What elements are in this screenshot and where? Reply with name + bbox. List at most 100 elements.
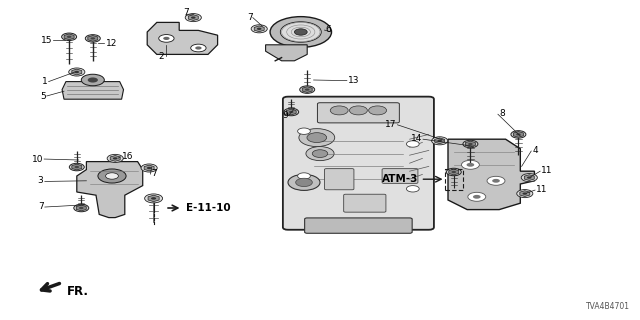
Circle shape	[289, 111, 294, 113]
Circle shape	[294, 29, 307, 35]
FancyBboxPatch shape	[382, 169, 418, 183]
Polygon shape	[148, 195, 159, 202]
Circle shape	[85, 35, 100, 42]
Circle shape	[300, 86, 315, 93]
Circle shape	[145, 194, 163, 203]
Circle shape	[88, 77, 98, 83]
FancyBboxPatch shape	[317, 103, 399, 123]
Circle shape	[451, 171, 456, 173]
Circle shape	[185, 13, 202, 22]
Circle shape	[468, 143, 473, 145]
Text: ATM-3: ATM-3	[381, 174, 418, 184]
Circle shape	[74, 71, 79, 73]
Text: 12: 12	[106, 39, 117, 48]
Text: 7: 7	[183, 8, 188, 17]
Circle shape	[159, 35, 174, 42]
Circle shape	[516, 189, 533, 198]
Circle shape	[461, 160, 479, 169]
Circle shape	[191, 44, 206, 52]
Circle shape	[74, 166, 79, 168]
Polygon shape	[62, 82, 124, 99]
Circle shape	[516, 133, 521, 136]
Polygon shape	[465, 141, 476, 147]
Circle shape	[298, 173, 310, 179]
Circle shape	[98, 169, 126, 183]
Circle shape	[521, 173, 538, 182]
Circle shape	[107, 154, 124, 163]
Circle shape	[113, 157, 118, 160]
Circle shape	[467, 163, 474, 167]
Circle shape	[79, 207, 84, 209]
Circle shape	[312, 150, 328, 157]
Circle shape	[288, 174, 320, 190]
Circle shape	[61, 33, 77, 41]
Text: 10: 10	[32, 155, 44, 164]
Text: 15: 15	[41, 36, 52, 44]
Polygon shape	[448, 139, 534, 210]
Polygon shape	[147, 22, 218, 54]
Circle shape	[151, 197, 156, 200]
Polygon shape	[449, 169, 459, 175]
Circle shape	[298, 128, 310, 134]
Polygon shape	[110, 156, 120, 161]
Circle shape	[369, 106, 387, 115]
Circle shape	[349, 106, 367, 115]
Circle shape	[69, 163, 84, 171]
Text: 5: 5	[40, 92, 46, 100]
FancyBboxPatch shape	[324, 169, 354, 190]
Circle shape	[191, 16, 196, 19]
Polygon shape	[524, 175, 534, 180]
Polygon shape	[72, 164, 82, 170]
Polygon shape	[76, 205, 86, 211]
Circle shape	[280, 22, 321, 42]
Text: E-11-10: E-11-10	[186, 203, 230, 213]
Circle shape	[251, 25, 268, 33]
FancyBboxPatch shape	[305, 218, 412, 233]
Polygon shape	[520, 191, 530, 196]
Circle shape	[299, 129, 335, 147]
Text: 7: 7	[152, 169, 157, 178]
Circle shape	[106, 173, 118, 179]
Text: 11: 11	[541, 166, 552, 175]
Polygon shape	[266, 45, 307, 61]
Text: 4: 4	[532, 146, 538, 155]
Circle shape	[437, 140, 442, 142]
Polygon shape	[77, 162, 143, 218]
Polygon shape	[302, 87, 312, 92]
Text: 16: 16	[122, 152, 133, 161]
Text: 7: 7	[38, 202, 44, 211]
Polygon shape	[188, 15, 198, 20]
Text: 17: 17	[385, 120, 397, 129]
Circle shape	[270, 17, 332, 47]
Text: FR.: FR.	[67, 285, 89, 298]
Polygon shape	[286, 109, 296, 115]
Circle shape	[284, 108, 299, 116]
FancyBboxPatch shape	[344, 194, 386, 212]
Circle shape	[257, 28, 262, 30]
Circle shape	[522, 192, 527, 195]
Circle shape	[307, 133, 326, 142]
Circle shape	[473, 195, 481, 199]
Circle shape	[67, 36, 72, 38]
Circle shape	[141, 164, 157, 172]
Circle shape	[147, 167, 152, 169]
Text: 6: 6	[325, 25, 331, 34]
Polygon shape	[64, 34, 74, 40]
Text: 2: 2	[159, 52, 164, 60]
Polygon shape	[254, 26, 264, 32]
Text: 13: 13	[348, 76, 359, 84]
Text: 9: 9	[282, 111, 288, 120]
Circle shape	[306, 147, 334, 161]
Circle shape	[305, 88, 310, 91]
Circle shape	[406, 141, 419, 147]
Circle shape	[468, 192, 486, 201]
Circle shape	[68, 68, 85, 76]
Circle shape	[492, 179, 500, 183]
Polygon shape	[144, 165, 154, 171]
Polygon shape	[435, 138, 445, 144]
Text: 8: 8	[499, 109, 505, 118]
Circle shape	[163, 37, 170, 40]
Polygon shape	[72, 69, 82, 75]
Circle shape	[431, 137, 448, 145]
Circle shape	[330, 106, 348, 115]
